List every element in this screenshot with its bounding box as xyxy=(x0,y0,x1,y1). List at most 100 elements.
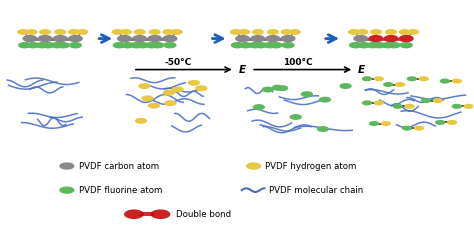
Circle shape xyxy=(452,104,462,109)
Circle shape xyxy=(421,98,431,103)
Circle shape xyxy=(385,29,397,35)
Circle shape xyxy=(281,29,292,35)
Circle shape xyxy=(282,42,295,49)
Circle shape xyxy=(414,126,424,131)
Text: PVDF molecular chain: PVDF molecular chain xyxy=(269,186,364,195)
Circle shape xyxy=(151,210,170,219)
Circle shape xyxy=(252,29,264,35)
Circle shape xyxy=(130,42,143,49)
Text: E: E xyxy=(358,65,365,75)
Circle shape xyxy=(230,29,242,35)
Circle shape xyxy=(68,29,80,35)
Text: Double bond: Double bond xyxy=(176,210,231,219)
Circle shape xyxy=(276,85,288,91)
Circle shape xyxy=(151,42,164,49)
Circle shape xyxy=(53,35,68,42)
Circle shape xyxy=(452,79,462,84)
Circle shape xyxy=(374,100,384,105)
Circle shape xyxy=(164,100,176,106)
Circle shape xyxy=(372,42,386,49)
Circle shape xyxy=(366,42,380,49)
Circle shape xyxy=(353,35,368,42)
Circle shape xyxy=(195,85,208,91)
Circle shape xyxy=(163,42,176,49)
Circle shape xyxy=(419,76,429,81)
Circle shape xyxy=(121,42,134,49)
Circle shape xyxy=(265,35,281,42)
Circle shape xyxy=(188,80,200,86)
Circle shape xyxy=(18,42,31,49)
Circle shape xyxy=(26,29,37,35)
Circle shape xyxy=(382,42,395,49)
Circle shape xyxy=(272,85,284,91)
Circle shape xyxy=(440,79,450,84)
Text: 100°C: 100°C xyxy=(283,58,312,67)
Circle shape xyxy=(132,35,147,42)
Circle shape xyxy=(148,103,160,109)
Circle shape xyxy=(281,35,296,42)
Circle shape xyxy=(120,29,132,35)
Circle shape xyxy=(59,186,74,194)
Circle shape xyxy=(27,42,40,49)
Circle shape xyxy=(239,42,252,49)
Circle shape xyxy=(435,120,446,125)
Circle shape xyxy=(254,42,267,49)
Circle shape xyxy=(381,121,391,126)
Circle shape xyxy=(339,83,352,89)
Circle shape xyxy=(399,35,414,42)
Circle shape xyxy=(374,76,384,81)
Circle shape xyxy=(172,86,184,92)
Circle shape xyxy=(262,87,274,93)
Circle shape xyxy=(357,42,371,49)
Circle shape xyxy=(134,29,146,35)
Circle shape xyxy=(319,97,331,103)
Circle shape xyxy=(399,29,411,35)
Circle shape xyxy=(68,35,83,42)
Circle shape xyxy=(269,42,283,49)
Text: PVDF hydrogen atom: PVDF hydrogen atom xyxy=(265,161,357,170)
Circle shape xyxy=(112,42,126,49)
Circle shape xyxy=(383,35,399,42)
Circle shape xyxy=(51,42,64,49)
Circle shape xyxy=(407,76,417,81)
Circle shape xyxy=(56,42,70,49)
Circle shape xyxy=(162,29,174,35)
Circle shape xyxy=(464,104,474,109)
Text: -50°C: -50°C xyxy=(164,58,191,67)
Circle shape xyxy=(369,121,379,126)
Text: PVDF carbon atom: PVDF carbon atom xyxy=(79,161,159,170)
Circle shape xyxy=(362,100,372,105)
Circle shape xyxy=(356,29,368,35)
Circle shape xyxy=(433,98,443,103)
Circle shape xyxy=(246,162,261,170)
Circle shape xyxy=(395,82,405,87)
Circle shape xyxy=(36,42,49,49)
Circle shape xyxy=(402,126,412,131)
Circle shape xyxy=(407,29,419,35)
Circle shape xyxy=(37,35,53,42)
Circle shape xyxy=(348,29,360,35)
Circle shape xyxy=(231,42,244,49)
Circle shape xyxy=(235,35,250,42)
Circle shape xyxy=(171,29,183,35)
Circle shape xyxy=(39,29,51,35)
Circle shape xyxy=(362,76,372,81)
Circle shape xyxy=(17,29,29,35)
Circle shape xyxy=(392,104,403,109)
Circle shape xyxy=(54,29,66,35)
Circle shape xyxy=(248,42,262,49)
Circle shape xyxy=(42,42,55,49)
Circle shape xyxy=(149,29,161,35)
Circle shape xyxy=(163,90,175,96)
Circle shape xyxy=(447,120,457,125)
Circle shape xyxy=(301,91,313,97)
Circle shape xyxy=(349,42,362,49)
Circle shape xyxy=(145,42,158,49)
Text: E: E xyxy=(238,65,246,75)
Circle shape xyxy=(370,29,382,35)
Circle shape xyxy=(238,29,250,35)
Circle shape xyxy=(387,42,401,49)
Circle shape xyxy=(383,82,393,87)
Circle shape xyxy=(400,42,413,49)
Circle shape xyxy=(22,35,37,42)
